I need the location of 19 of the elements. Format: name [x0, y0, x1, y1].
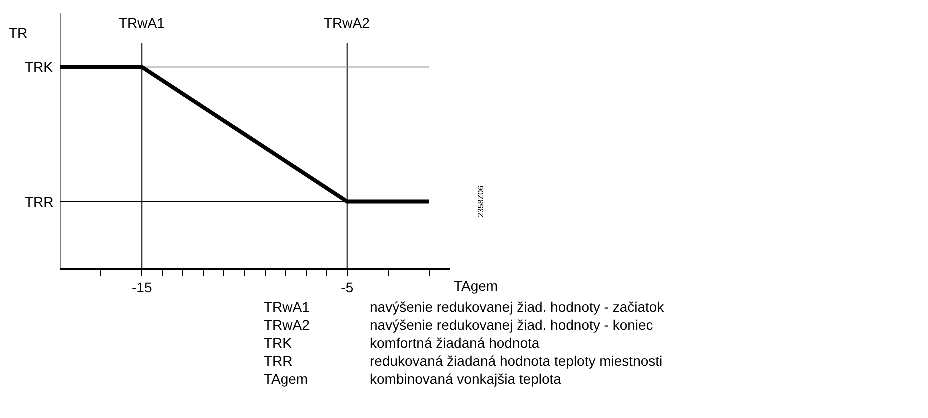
text: komfortná žiadaná hodnota [370, 335, 540, 351]
x-axis-title: TAgem [454, 278, 498, 294]
ref-line-label: TRwA2 [324, 15, 370, 31]
ref-line-label: TRK [25, 59, 54, 75]
text: 2358Z06 [476, 185, 486, 218]
text: TRR [264, 353, 293, 369]
y-axis-title: TR [9, 25, 28, 41]
text: TRwA2 [264, 317, 310, 333]
text: redukovaná žiadaná hodnota teploty miestnosti [370, 353, 663, 369]
text: navýšenie redukovanej žiad. hodnoty - koniec [370, 317, 654, 333]
x-tick-label: -5 [341, 280, 354, 296]
text: kombinovaná vonkajšia teplota [370, 371, 562, 387]
x-tick-label: -15 [132, 280, 152, 296]
text: TAgem [264, 371, 308, 387]
ref-line-label: TRR [25, 194, 54, 210]
text: navýšenie redukovanej žiad. hodnoty - začiatok [370, 299, 666, 315]
text: TRK [264, 335, 293, 351]
text: TRwA1 [264, 299, 310, 315]
ref-line-label: TRwA1 [119, 15, 166, 31]
